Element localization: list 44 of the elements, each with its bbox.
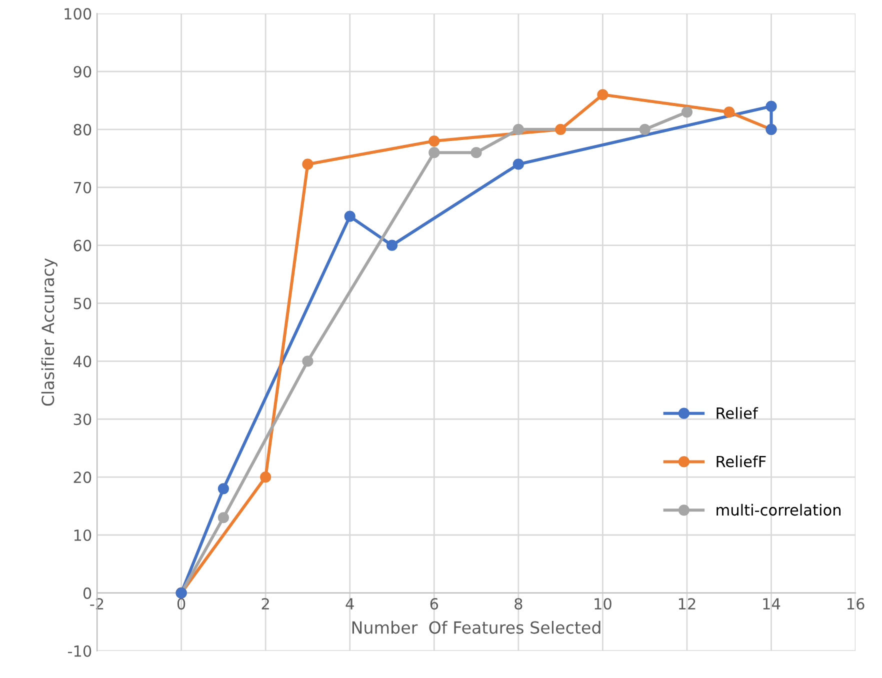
y-tick-label: 10 bbox=[74, 529, 92, 542]
point bbox=[302, 158, 314, 170]
legend-label: ReliefF bbox=[716, 455, 766, 468]
x-tick-label: 12 bbox=[678, 598, 696, 610]
point bbox=[512, 124, 524, 135]
y-tick-label: 30 bbox=[74, 414, 92, 426]
x-tick-label: 0 bbox=[177, 598, 186, 610]
y-tick-label: 80 bbox=[74, 124, 92, 136]
point bbox=[724, 106, 735, 118]
y-tick-label: 50 bbox=[74, 298, 92, 310]
y-tick-label: 70 bbox=[74, 182, 92, 194]
point bbox=[428, 147, 440, 158]
x-axis-title: Number Of Features Selected bbox=[352, 620, 600, 634]
y-tick-label: 0 bbox=[83, 587, 92, 599]
point bbox=[386, 240, 398, 251]
x-tick-label: 6 bbox=[430, 598, 438, 610]
x-tick-label: 4 bbox=[346, 598, 354, 610]
point bbox=[681, 106, 693, 118]
x-tick-label: 10 bbox=[594, 598, 612, 610]
y-tick-label: 60 bbox=[74, 240, 92, 252]
point bbox=[302, 356, 314, 367]
point bbox=[428, 135, 440, 147]
point bbox=[766, 100, 777, 112]
point bbox=[512, 158, 524, 170]
point bbox=[597, 89, 608, 100]
legend-label: Relief bbox=[716, 407, 758, 419]
point bbox=[218, 512, 229, 524]
y-tick-label: -10 bbox=[68, 645, 92, 657]
x-tick-label: 14 bbox=[763, 598, 780, 610]
point bbox=[639, 124, 650, 135]
y-tick-label: 20 bbox=[74, 472, 92, 484]
y-tick-label: 40 bbox=[73, 356, 92, 368]
y-axis-title: Clasifier Accuracy bbox=[41, 258, 58, 406]
point bbox=[218, 483, 229, 494]
y-tick-label: 90 bbox=[74, 66, 92, 78]
x-tick-label: 16 bbox=[848, 598, 864, 610]
point bbox=[470, 147, 482, 158]
y-tick-label: 100 bbox=[64, 8, 92, 20]
x-tick-label: 2 bbox=[262, 598, 269, 610]
point bbox=[344, 210, 356, 222]
legend-label: multi-correlation bbox=[716, 504, 840, 516]
x-tick-label: 8 bbox=[514, 598, 522, 610]
point bbox=[260, 472, 272, 483]
point bbox=[555, 124, 566, 135]
